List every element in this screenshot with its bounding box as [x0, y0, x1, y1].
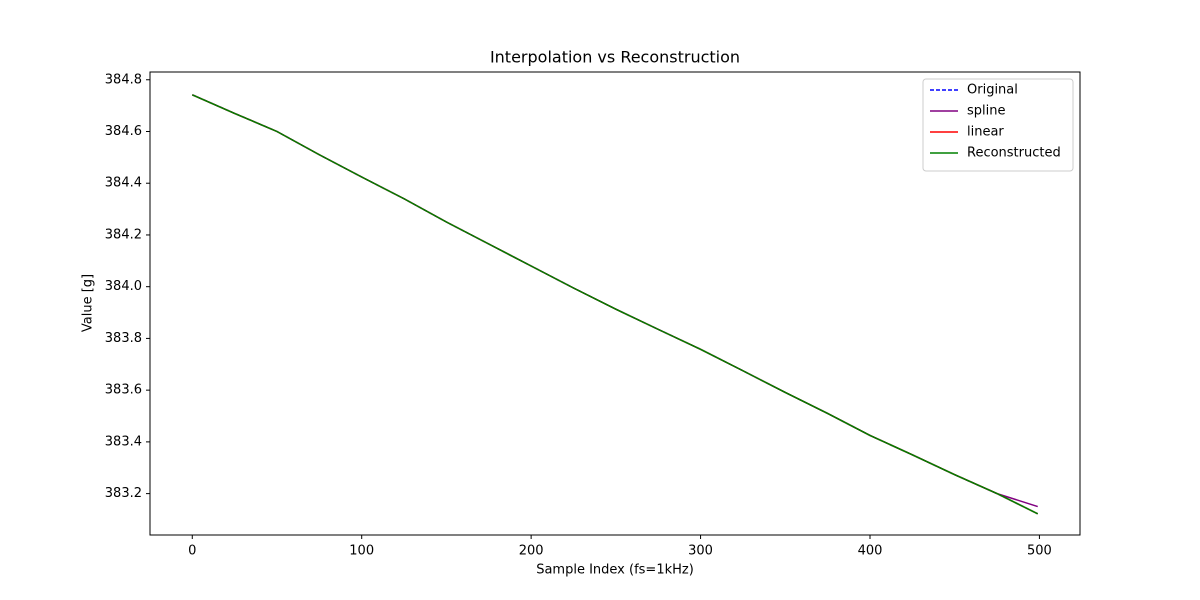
y-tick-label: 383.4 — [105, 434, 142, 449]
x-axis-label: Sample Index (fs=1kHz) — [536, 563, 694, 578]
y-tick-label: 384.6 — [105, 124, 142, 139]
plot-frame — [149, 71, 1081, 536]
y-tick-label: 383.8 — [105, 331, 142, 346]
y-tick-label: 383.6 — [105, 383, 142, 398]
y-tick-label: 384.2 — [105, 227, 142, 242]
y-axis-label: Value [g] — [81, 274, 96, 332]
legend-box — [922, 78, 1074, 172]
legend-label: linear — [967, 125, 1004, 140]
x-tick-label: 300 — [688, 544, 713, 559]
legend-label: Reconstructed — [967, 146, 1061, 161]
y-tick-label: 384.0 — [105, 279, 142, 294]
x-tick-label: 500 — [1027, 544, 1052, 559]
legend-label: Original — [967, 83, 1018, 98]
x-tick-label: 0 — [188, 544, 196, 559]
y-tick-label: 383.2 — [105, 486, 142, 501]
y-tick-label: 384.8 — [105, 72, 142, 87]
series-line — [191, 94, 1039, 515]
y-tick-label: 384.4 — [105, 176, 142, 191]
x-tick-label: 100 — [349, 544, 374, 559]
x-tick-label: 400 — [858, 544, 883, 559]
x-tick-label: 200 — [519, 544, 544, 559]
chart-title: Interpolation vs Reconstruction — [490, 48, 740, 67]
legend-label: spline — [967, 104, 1006, 119]
